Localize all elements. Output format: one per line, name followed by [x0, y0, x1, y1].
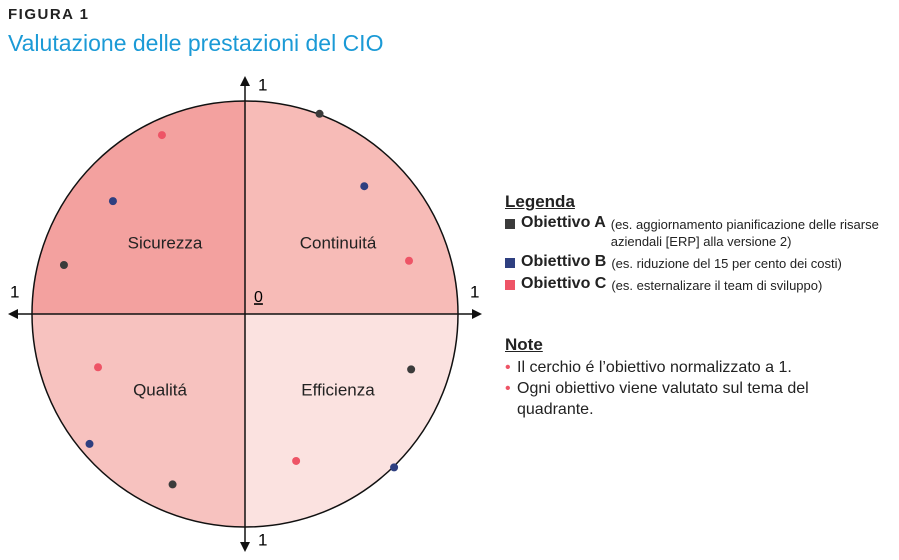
note-item: • Il cerchio é l’obiettivo normalizzato a… — [505, 357, 845, 378]
data-point — [59, 261, 68, 270]
legend-entry: Obiettivo B (es. riduzione del 15 per cen… — [505, 253, 895, 272]
legend-swatch — [505, 258, 515, 268]
bullet: • — [505, 380, 511, 397]
quadrant-label: Qualitá — [133, 380, 187, 399]
data-point — [405, 256, 414, 265]
legend-description: (es. esternalizare il team di sviluppo) — [611, 278, 823, 293]
data-point — [108, 197, 117, 206]
legend-name: Obiettivo C — [521, 275, 607, 292]
note-item: • Ogni obiettivo viene valutato sul tema … — [505, 378, 845, 420]
legend-name: Obiettivo A — [521, 214, 606, 231]
legend-swatch — [505, 219, 515, 229]
axis-label-top: 1 — [258, 75, 267, 94]
data-point — [85, 439, 94, 448]
data-point — [360, 182, 369, 191]
legend-swatch — [505, 280, 515, 290]
figure-title: Valutazione delle prestazioni del CIO — [8, 30, 384, 56]
legend-description: (es. aggiornamento pianificazione delle … — [610, 217, 879, 249]
axis-label-left: 1 — [10, 282, 19, 301]
data-point — [407, 365, 416, 374]
data-point — [168, 480, 177, 489]
note-text: Il cerchio é l’obiettivo normalizzato a … — [517, 359, 792, 376]
quadrant-label: Efficienza — [301, 380, 375, 399]
data-point — [390, 463, 399, 472]
axes — [8, 76, 482, 552]
notes: Note • Il cerchio é l’obiettivo normalizz… — [505, 335, 845, 420]
data-point — [292, 456, 301, 465]
legend-entry: Obiettivo A (es. aggiornamento pianificaz… — [505, 214, 895, 250]
data-point — [157, 131, 166, 140]
notes-title: Note — [505, 335, 543, 354]
legend-description: (es. riduzione del 15 per cento dei cost… — [611, 256, 842, 271]
legend-title: Legenda — [505, 192, 575, 211]
legend-name: Obiettivo B — [521, 253, 607, 270]
quadrant — [245, 101, 458, 314]
quadrant — [32, 101, 245, 314]
quadrant — [32, 314, 245, 527]
data-point — [315, 109, 324, 118]
legend: Legenda Obiettivo A (es. aggiornamento pi… — [505, 192, 895, 297]
quadrant-label: Sicurezza — [128, 233, 203, 252]
axis-label-bottom: 1 — [258, 530, 267, 549]
quadrant — [245, 314, 458, 527]
legend-entry: Obiettivo C (es. esternalizare il team di… — [505, 275, 895, 294]
data-point — [94, 363, 103, 372]
axis-label-right: 1 — [470, 282, 479, 301]
quadrant-label: Continuitá — [300, 233, 377, 252]
origin-label: 0 — [254, 289, 263, 306]
bullet: • — [505, 359, 511, 376]
note-text: Ogni obiettivo viene valutato sul tema d… — [517, 380, 809, 418]
figure-label: FIGURA 1 — [8, 6, 90, 23]
